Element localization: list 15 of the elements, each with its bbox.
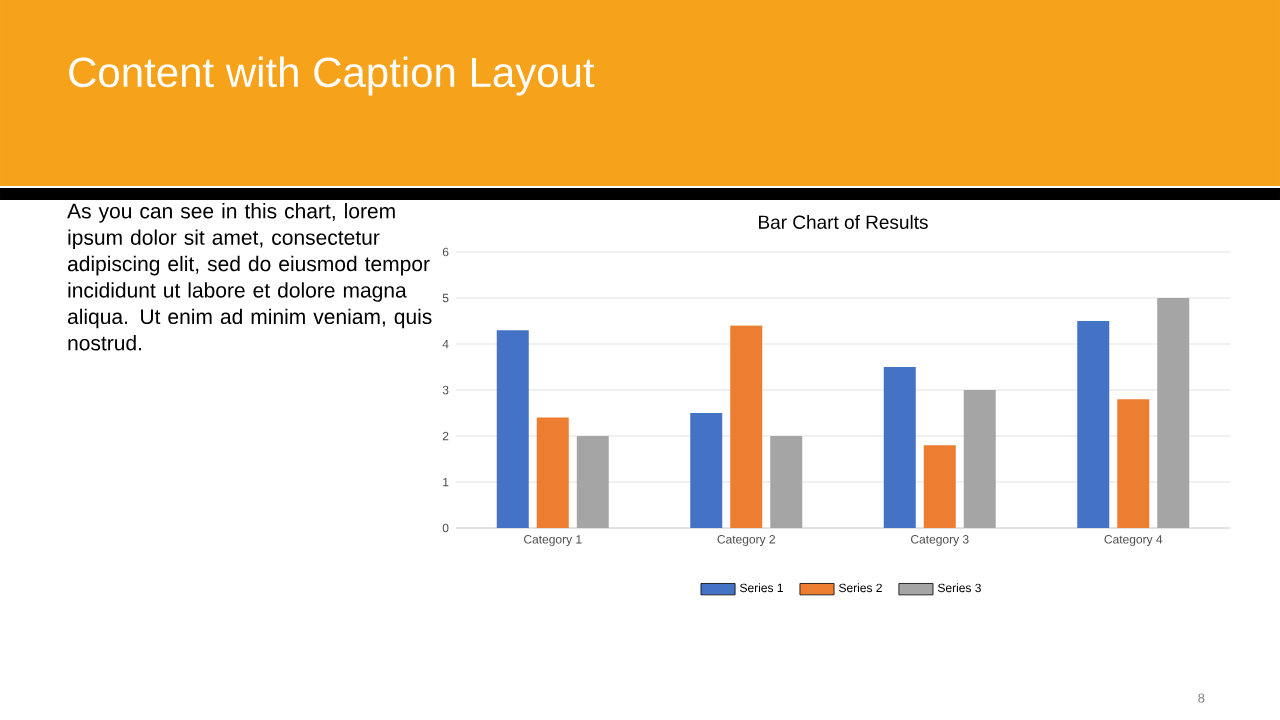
bar [1117,399,1150,528]
bar [923,445,956,528]
text: Content with Caption Layout [69,56,595,96]
bar [963,390,996,528]
bar [1157,298,1190,528]
bar [690,413,723,528]
bar [883,367,916,528]
text: As you can see in this chart, lorem ipsum dolor sit amet, consectetur adipiscing elit, sed do eiusmod tempor incididunt ut labore et dolore magna aliqua. Ut enim ad minim veniam, quis nostrud. [67,203,432,351]
bar [770,436,803,528]
chart-title: Bar Chart of Results [759,214,928,229]
bar [730,325,763,528]
bar [536,417,569,528]
bar [576,436,609,528]
bar [496,330,529,528]
bar [1077,321,1110,528]
